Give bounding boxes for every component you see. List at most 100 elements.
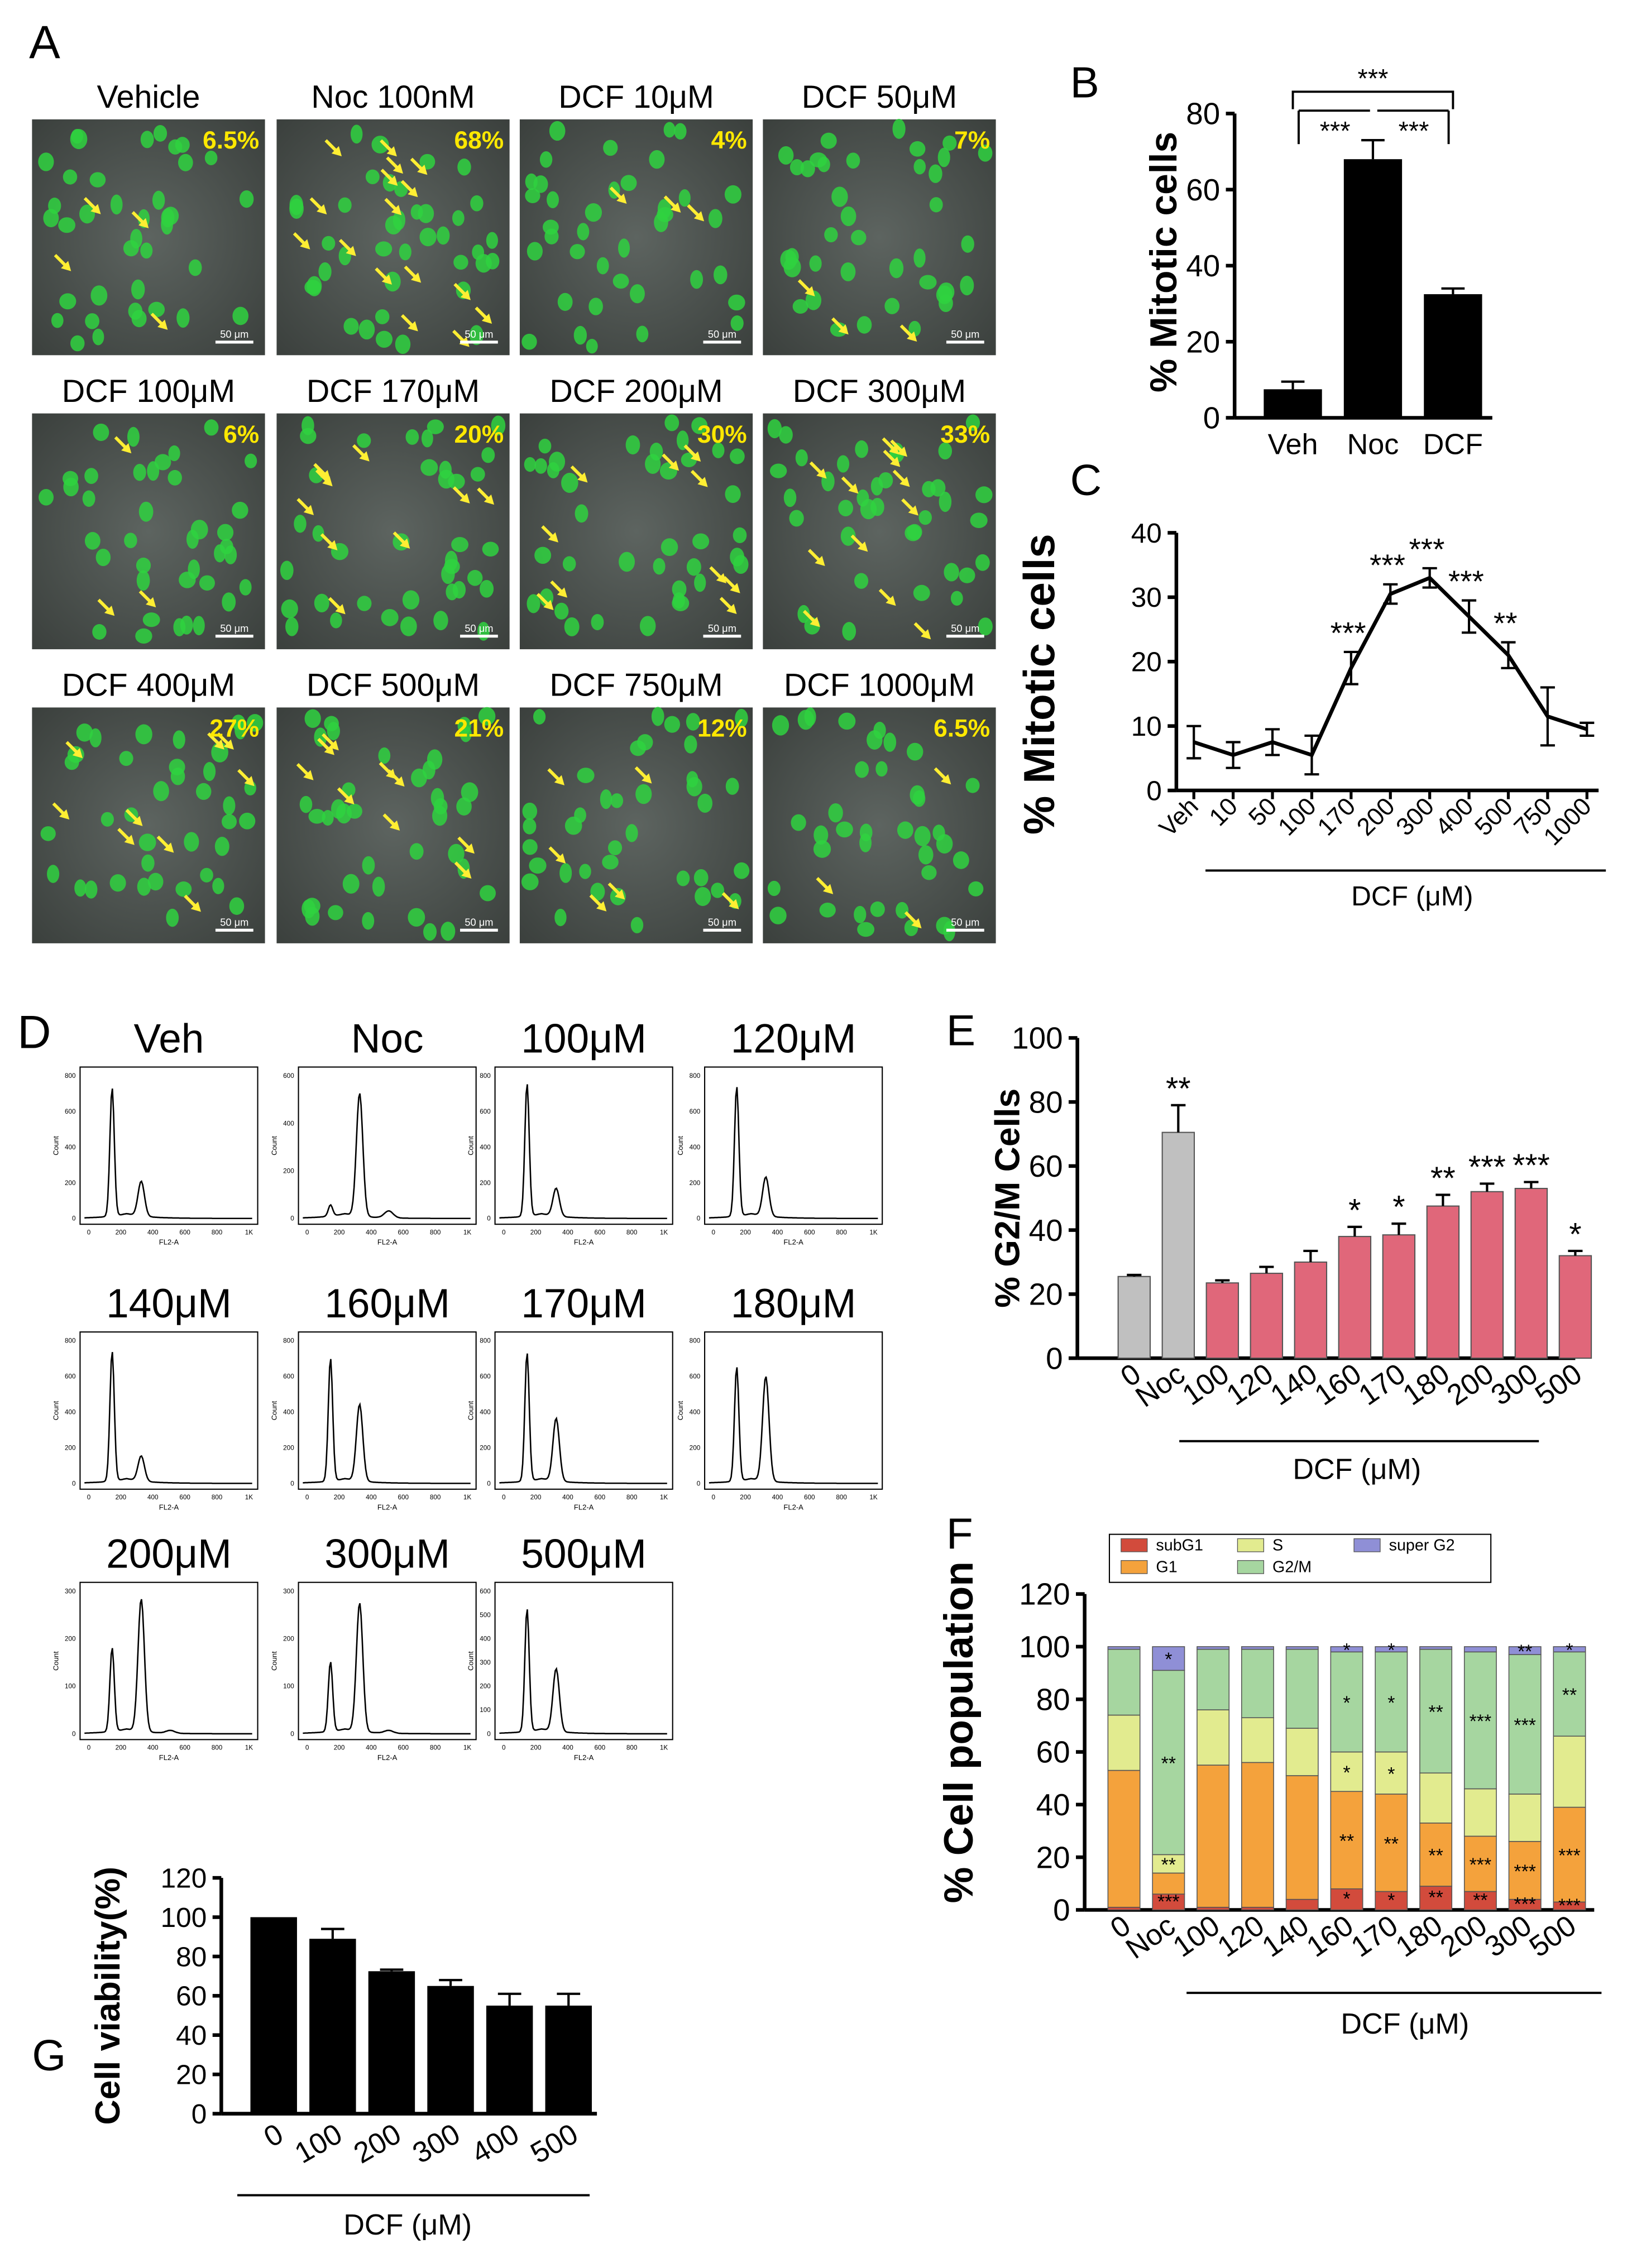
arrow-head-icon [303,505,314,515]
micrograph-title: DCF 50μM [802,79,957,115]
histogram-x-label: FL2-A [159,1503,179,1511]
scale-bar-label: 50 μm [465,328,493,340]
nucleus [769,463,787,478]
micrograph-title: Noc 100nM [311,79,475,115]
y-tick-label: 20 [1186,324,1220,359]
nucleus [405,429,419,445]
histogram-x-tick: 400 [147,1744,159,1752]
nucleus [734,862,750,879]
arrow-head-icon [460,290,471,300]
nucleus [840,206,856,227]
nucleus [343,318,359,335]
nucleus [381,608,399,626]
nucleus [246,714,264,732]
arrow-head-icon [121,443,132,454]
nucleus [285,617,299,636]
nucleus [457,717,471,735]
arrow-head-icon [400,538,410,549]
histogram-y-tick: 400 [480,1635,491,1642]
histogram-x-tick: 400 [147,1229,159,1236]
y-tick-label: 100 [161,1902,207,1933]
nucleus [937,147,950,167]
nucleus [357,433,371,448]
nucleus [419,154,436,170]
histogram-x-tick: 200 [334,1229,345,1236]
nucleus [491,415,506,436]
nucleus [482,541,499,557]
y-tick-label: 80 [1036,1682,1070,1716]
stacked-segment [1241,1646,1274,1650]
scale-bar-label: 50 μm [708,328,736,340]
histogram-curve [709,1087,878,1220]
nucleus [620,175,637,191]
mitotic-percent: 30% [697,421,747,448]
histogram-y-label: Count [270,1136,278,1155]
mitotic-percent: 7% [954,127,990,154]
bar [1426,1205,1460,1359]
histogram-x-tick: 0 [502,1744,506,1752]
significance-label: * [1165,1649,1172,1670]
histogram-y-tick: 0 [697,1215,701,1222]
histogram-y-tick: 600 [480,1373,491,1380]
arrow-head-icon [132,816,143,826]
nucleus [870,901,885,917]
y-tick-label: 80 [1029,1085,1063,1119]
nucleus [978,144,993,162]
scale-bar-label: 50 μm [220,328,248,340]
nucleus [944,563,959,582]
histogram-curve [499,1609,667,1735]
y-axis-label: % Mitotic cells [1014,534,1064,835]
arrow-head-icon [410,272,422,283]
bar [1264,389,1322,418]
histogram-frame [79,1331,259,1490]
histogram-x-label: FL2-A [159,1238,179,1246]
histogram-y-tick: 0 [72,1215,76,1222]
arrow-head-icon [886,595,896,606]
nucleus [51,313,64,328]
nucleus [970,512,988,529]
histogram-curve [303,1359,471,1484]
arrow-head-icon [104,605,115,616]
nucleus [913,248,926,268]
nucleus [152,190,165,210]
histogram-x-tick: 1K [245,1744,253,1752]
y-tick-label: 20 [1036,1840,1070,1874]
histogram-y-tick: 0 [290,1730,294,1738]
nucleus [410,204,423,220]
nucleus [101,812,114,827]
histogram-y-label: Count [466,1136,475,1155]
histogram-x-tick: 600 [595,1744,606,1752]
histogram-x-tick: 400 [562,1494,573,1501]
histogram-x-tick: 800 [626,1229,638,1236]
significance-label: ** [1339,1831,1354,1852]
nucleus [929,164,942,183]
scale-bar-label: 50 μm [951,328,979,340]
histogram-x-tick: 600 [398,1494,409,1501]
nucleus [478,707,496,726]
significance-label: ** [1384,1833,1399,1854]
nucleus [938,442,953,460]
arrow-head-icon [805,286,815,296]
mitotic-percent: 6.5% [934,715,990,742]
nucleus [481,447,495,463]
nucleus [486,253,500,270]
significance-label: ** [1166,1071,1191,1106]
nucleus [362,856,375,875]
nucleus [38,152,54,171]
arrow-head-icon [322,476,333,487]
scale-bar-label: 50 μm [465,917,493,928]
stacked-segment [1197,1646,1230,1650]
nucleus [694,573,706,592]
arrow-head-icon [157,319,168,330]
histogram-frame [494,1581,673,1740]
significance-label: * [1387,1692,1395,1714]
histogram-frame [298,1066,477,1225]
nucleus [579,864,591,879]
stacked-segment [1197,1648,1230,1710]
histogram-x-tick: 800 [836,1229,847,1236]
nucleus [896,902,909,919]
arrow-head-icon [555,853,566,864]
arrow-head-icon [146,597,156,608]
micrograph-title: DCF 1000μM [784,668,975,703]
